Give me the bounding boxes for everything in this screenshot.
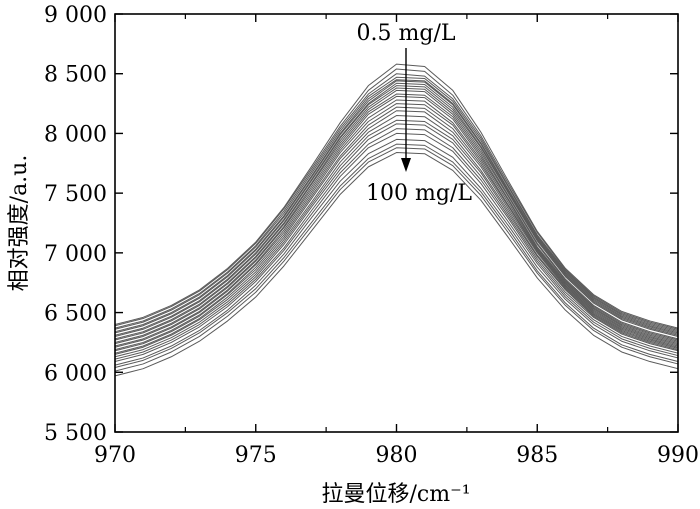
series-line-14 — [114, 103, 679, 348]
plot-frame — [114, 13, 679, 433]
x-axis-label: 拉曼位移/cm⁻¹ — [321, 482, 470, 507]
series-line-1 — [114, 63, 679, 329]
x-tick-label: 975 — [235, 443, 277, 468]
series-line-13 — [114, 99, 679, 347]
x-tick-label: 970 — [94, 443, 136, 468]
series-line-3 — [114, 73, 679, 331]
annotation-bottom: 100 mg/L — [366, 181, 472, 206]
series-line-24 — [114, 147, 679, 372]
series-line-15 — [114, 106, 679, 351]
series-line-12 — [114, 95, 679, 345]
series-line-17 — [114, 115, 679, 354]
series-line-23 — [114, 143, 679, 368]
x-tick-label: 990 — [657, 443, 699, 468]
y-tick-label: 6 500 — [44, 302, 107, 327]
series-line-5 — [114, 79, 679, 334]
x-tick-label: 985 — [516, 443, 558, 468]
series-line-2 — [114, 68, 679, 330]
series-line-6 — [114, 80, 679, 335]
annotation-arrow-head — [401, 158, 411, 172]
annotation-top: 0.5 mg/L — [357, 21, 456, 46]
y-axis-label: 相对强度/a.u. — [7, 155, 32, 292]
y-tick-label: 7 000 — [44, 242, 107, 267]
series-layer — [114, 63, 679, 377]
series-line-18 — [114, 119, 679, 355]
series-line-10 — [114, 89, 679, 341]
series-line-4 — [114, 76, 679, 333]
series-line-25 — [114, 152, 679, 377]
series-line-8 — [114, 85, 679, 337]
y-tick-label: 9 000 — [44, 3, 107, 28]
series-line-22 — [114, 138, 679, 366]
ticks-layer: 970 975 980 985 990 5 500 6 000 6 500 7 000 7 500… — [44, 3, 699, 468]
series-line-11 — [114, 93, 679, 343]
series-line-20 — [114, 128, 679, 360]
y-tick-label: 5 500 — [44, 421, 107, 446]
series-line-7 — [114, 82, 679, 336]
y-tick-label: 7 500 — [44, 182, 107, 207]
series-line-19 — [114, 123, 679, 358]
series-line-21 — [114, 132, 679, 363]
y-tick-label: 8 000 — [44, 122, 107, 147]
x-tick-label: 980 — [376, 443, 418, 468]
series-line-9 — [114, 87, 679, 340]
y-tick-label: 8 500 — [44, 63, 107, 88]
y-tick-label: 6 000 — [44, 361, 107, 386]
series-line-16 — [114, 110, 679, 352]
